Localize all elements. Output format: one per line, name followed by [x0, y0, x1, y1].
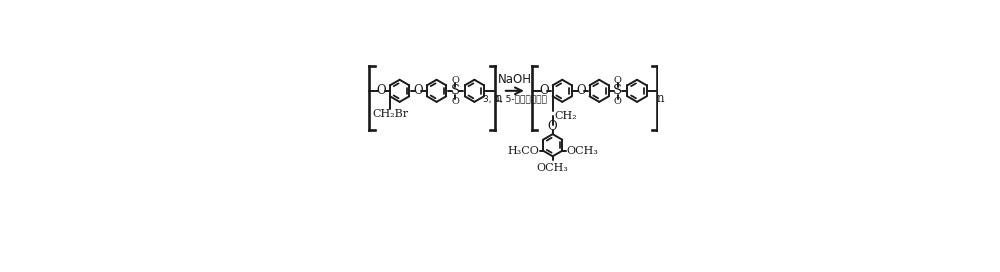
Text: O: O — [377, 84, 386, 97]
Text: CH₂: CH₂ — [554, 112, 577, 122]
Text: O: O — [451, 76, 459, 85]
Text: NaOH: NaOH — [498, 73, 532, 86]
Text: O: O — [614, 76, 622, 85]
Text: O: O — [414, 84, 423, 97]
Text: O: O — [539, 84, 549, 97]
Text: H₃CO: H₃CO — [507, 146, 539, 156]
Text: OCH₃: OCH₃ — [537, 163, 569, 173]
Text: n: n — [657, 92, 665, 105]
Text: OCH₃: OCH₃ — [566, 146, 598, 156]
Text: S: S — [451, 84, 460, 97]
Text: S: S — [613, 84, 622, 97]
Text: O: O — [451, 97, 459, 106]
Text: CH₂Br: CH₂Br — [372, 109, 408, 119]
Text: n: n — [494, 92, 502, 105]
Text: O: O — [548, 120, 557, 133]
Text: 3, 4, 5-三甲氧基苯酚: 3, 4, 5-三甲氧基苯酚 — [483, 94, 547, 103]
Text: O: O — [576, 84, 586, 97]
Text: O: O — [614, 97, 622, 106]
